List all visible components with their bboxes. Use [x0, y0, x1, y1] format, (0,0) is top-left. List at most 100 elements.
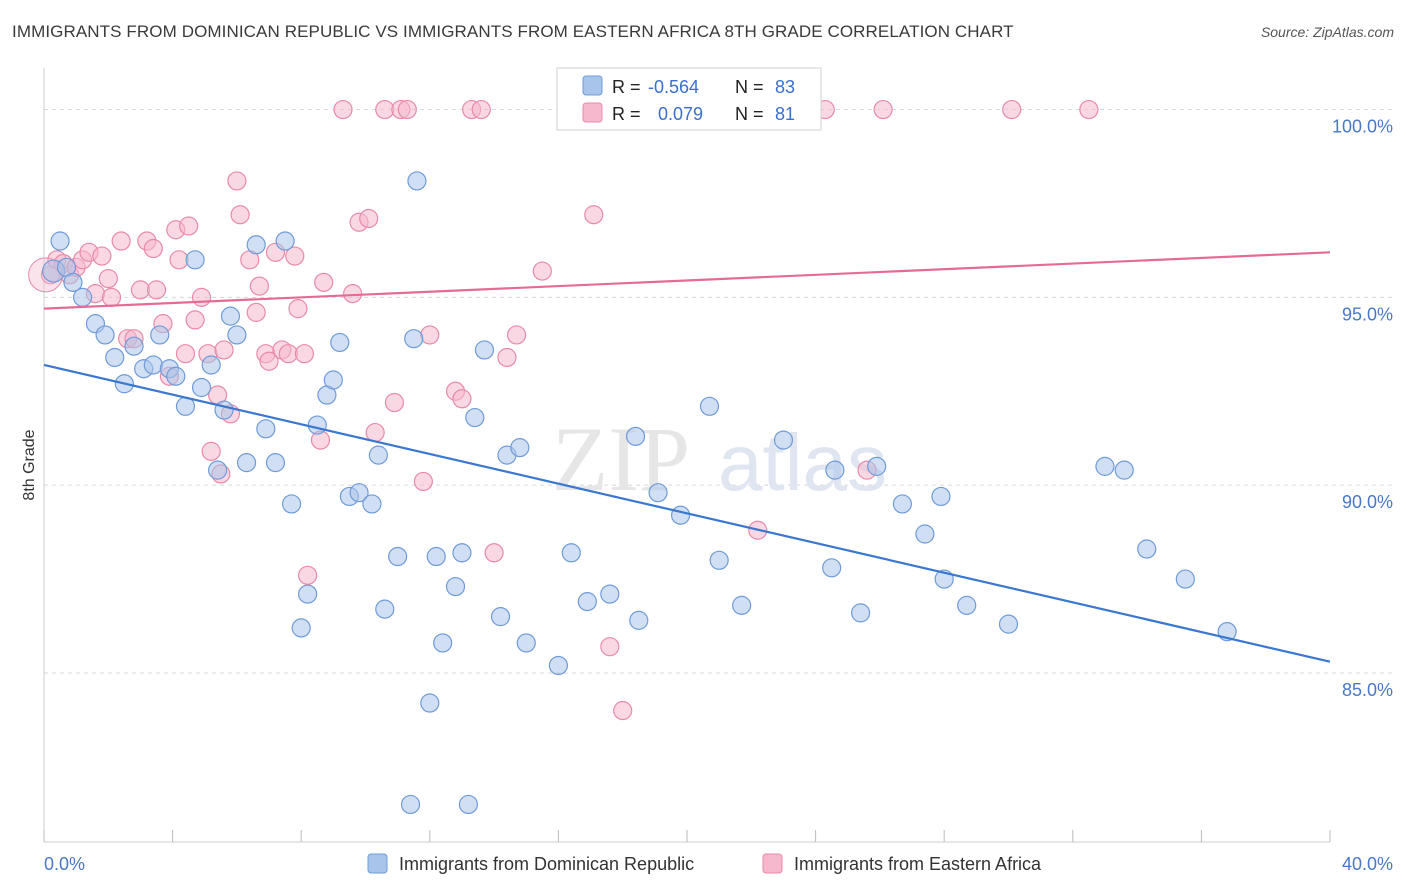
eastern-africa-point	[420, 325, 440, 345]
dominican-republic-point	[236, 453, 257, 473]
eastern-africa-point	[230, 205, 250, 225]
dominican-republic-point	[510, 438, 530, 458]
dominican-republic-point	[375, 599, 395, 619]
eastern-africa-point	[1002, 99, 1022, 120]
dominican-republic-point	[72, 287, 93, 307]
eastern-africa-point	[92, 246, 112, 266]
dominican-republic-point	[256, 419, 276, 439]
bottom-legend-swatch-blue	[367, 853, 388, 874]
eastern-africa-point	[471, 99, 491, 120]
dominican-republic-point	[465, 407, 485, 428]
eastern-africa-point	[294, 344, 315, 364]
eastern-africa-point	[484, 543, 504, 563]
y-tick-label: 85.0%	[1342, 680, 1393, 700]
dominican-republic-point	[246, 235, 266, 255]
dominican-republic-point	[298, 584, 318, 604]
y-axis-title: 8th Grade	[21, 429, 38, 500]
dominican-republic-point	[420, 693, 440, 713]
dominican-republic-point	[445, 576, 466, 597]
watermark-atlas: atlas	[718, 418, 887, 507]
eastern-africa-point	[278, 344, 298, 364]
dominican-republic-point	[400, 794, 421, 815]
dominican-republic-point	[1137, 539, 1157, 559]
dominican-republic-point	[214, 400, 234, 420]
dominican-republic-point	[490, 607, 511, 627]
dominican-republic-point	[957, 595, 977, 615]
dominican-republic-point	[516, 633, 536, 653]
eastern-africa-point	[375, 99, 395, 120]
chart-title: IMMIGRANTS FROM DOMINICAN REPUBLIC VS IM…	[12, 22, 1014, 41]
dominican-republic-point	[822, 558, 842, 578]
y-tick-label: 95.0%	[1342, 304, 1393, 324]
eastern-africa-point	[246, 302, 266, 322]
eastern-africa-point	[227, 171, 247, 191]
legend-r-label-2: R =	[612, 104, 641, 124]
dominican-republic-point	[1095, 456, 1115, 476]
dominican-republic-point	[143, 355, 163, 375]
dominican-republic-point	[892, 494, 913, 514]
bottom-legend-label-pink: Immigrants from Eastern Africa	[794, 854, 1042, 874]
legend-swatch-pink	[582, 102, 603, 123]
dominican-republic-point	[50, 231, 70, 251]
dominican-republic-point	[625, 426, 646, 446]
dominican-republic-point	[404, 329, 424, 349]
gridlines	[44, 109, 1392, 674]
dominican-republic-point	[709, 550, 729, 570]
x-tick-labels: 0.0% 40.0%	[44, 854, 1393, 874]
trend-lines	[43, 251, 1331, 663]
eastern-africa-point	[397, 99, 417, 120]
eastern-africa-point	[413, 471, 433, 492]
eastern-africa-point	[185, 310, 205, 330]
dominican-republic-point	[561, 543, 581, 563]
eastern-africa-point	[600, 637, 620, 657]
eastern-africa-point	[1079, 99, 1099, 120]
legend-r-value-2: 0.079	[658, 104, 703, 124]
dominican-republic-point	[773, 430, 794, 450]
eastern-africa-point	[101, 287, 122, 307]
dominican-republic-point	[670, 505, 691, 525]
watermark-zip: ZIP	[552, 408, 690, 510]
eastern-africa-point	[288, 299, 308, 319]
legend-swatch-blue	[582, 75, 603, 96]
dominican-republic-point	[931, 486, 951, 507]
dominican-republic-point	[275, 231, 295, 251]
eastern-africa-point	[359, 208, 379, 229]
bottom-legend-label-blue: Immigrants from Dominican Republic	[399, 854, 694, 874]
eastern-africa-point	[249, 276, 270, 296]
dominican-republic-point	[349, 483, 369, 503]
eastern-africa-point	[98, 268, 118, 289]
y-tick-label: 100.0%	[1332, 117, 1393, 137]
dominican-republic-point	[105, 347, 125, 368]
eastern-africa-point	[452, 389, 472, 409]
dominican-republic-point	[150, 325, 170, 345]
dominican-republic-point	[474, 340, 495, 360]
dominican-republic-point	[227, 325, 247, 345]
eastern-africa-point	[285, 246, 305, 266]
dominican-republic-point	[600, 584, 620, 604]
bottom-legend-swatch-pink	[762, 853, 783, 874]
trend-line-eastern-africa	[43, 251, 1331, 310]
eastern-africa-point	[314, 272, 334, 292]
eastern-africa-point	[384, 392, 405, 413]
dominican-republic-point	[166, 366, 186, 386]
dominican-republic-point	[220, 306, 241, 326]
x-tick-label-min: 0.0%	[44, 854, 85, 874]
eastern-africa-point	[873, 99, 893, 120]
legend-n-value-1: 83	[775, 77, 795, 97]
dominican-republic-point	[291, 618, 311, 638]
dominican-republic-point	[629, 610, 649, 630]
eastern-africa-point	[497, 347, 517, 368]
eastern-africa-point	[259, 351, 279, 371]
dominican-republic-point	[732, 595, 752, 615]
eastern-africa-point	[613, 700, 633, 721]
dominican-republic-point	[648, 483, 668, 503]
dominican-republic-point	[323, 370, 343, 390]
dominican-republic-point	[998, 614, 1019, 634]
eastern-africa-point	[343, 284, 363, 304]
dominican-republic-point	[307, 415, 327, 435]
legend-r-label-1: R =	[612, 77, 641, 97]
dominican-republic-point	[825, 460, 845, 480]
legend-r-value-1: -0.564	[648, 77, 699, 97]
dominican-republic-point	[407, 171, 427, 191]
eastern-africa-point	[130, 280, 151, 300]
